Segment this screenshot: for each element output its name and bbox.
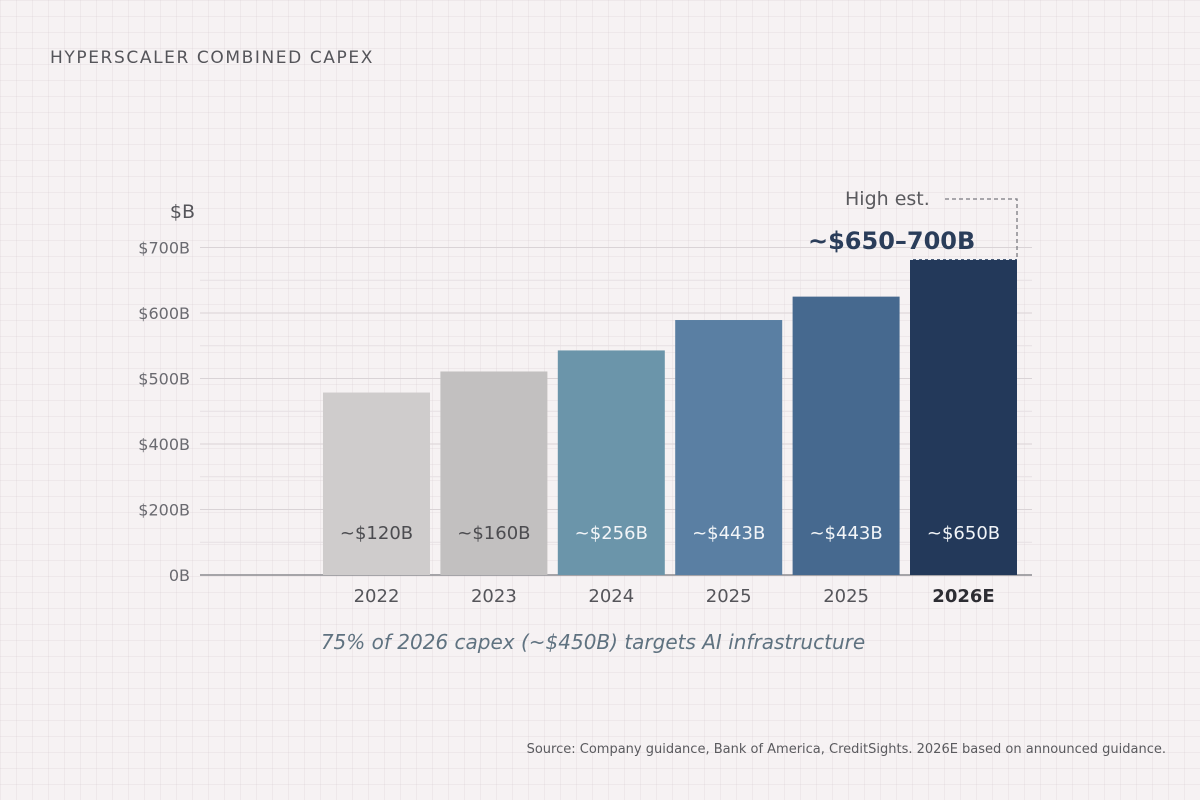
bar-value-label: ~$120B [340, 523, 413, 544]
bar-value-label: ~$443B [809, 523, 882, 544]
x-tick-label: 2024 [588, 586, 634, 607]
y-tick-label: $200B [138, 501, 190, 520]
y-tick-label: 0B [169, 566, 190, 585]
x-tick-label: 2025 [823, 586, 869, 607]
high-estimate-dashed-leader [945, 198, 1018, 260]
bar-value-label: ~$160B [457, 523, 530, 544]
bar-value-label: ~$443B [692, 523, 765, 544]
bar-2026e [910, 259, 1017, 575]
range-annotation-label: ~$650–700B [808, 227, 975, 255]
x-tick-label: 2025 [706, 586, 752, 607]
source-note: Source: Company guidance, Bank of Americ… [526, 742, 1166, 757]
bar-value-label: ~$256B [575, 523, 648, 544]
y-tick-label: $600B [138, 304, 190, 323]
chart-subtitle: 75% of 2026 capex (~$450B) targets AI in… [320, 630, 866, 654]
bar-2023 [440, 371, 548, 575]
x-tick-label: 2026E [932, 586, 994, 607]
chart-title: HYPERSCALER COMBINED CAPEX [50, 48, 374, 68]
labels: 0B $200B $400B $500B $600B $700B $B ~$120B 2022 ~… [138, 188, 1018, 607]
x-tick-label: 2023 [471, 586, 517, 607]
y-tick-label: $700B [138, 239, 190, 258]
y-axis-label: $B [170, 201, 195, 223]
bar-value-label: ~$650B [927, 523, 1000, 544]
y-tick-label: $400B [138, 435, 190, 454]
high-estimate-note: High est. [845, 188, 930, 210]
y-tick-label: $500B [138, 370, 190, 389]
bar-2024 [557, 350, 665, 575]
bars [323, 259, 1017, 575]
bar-2025 [675, 320, 783, 575]
bar-2025 [792, 296, 900, 575]
x-tick-label: 2022 [354, 586, 400, 607]
bar-2022 [323, 392, 430, 575]
